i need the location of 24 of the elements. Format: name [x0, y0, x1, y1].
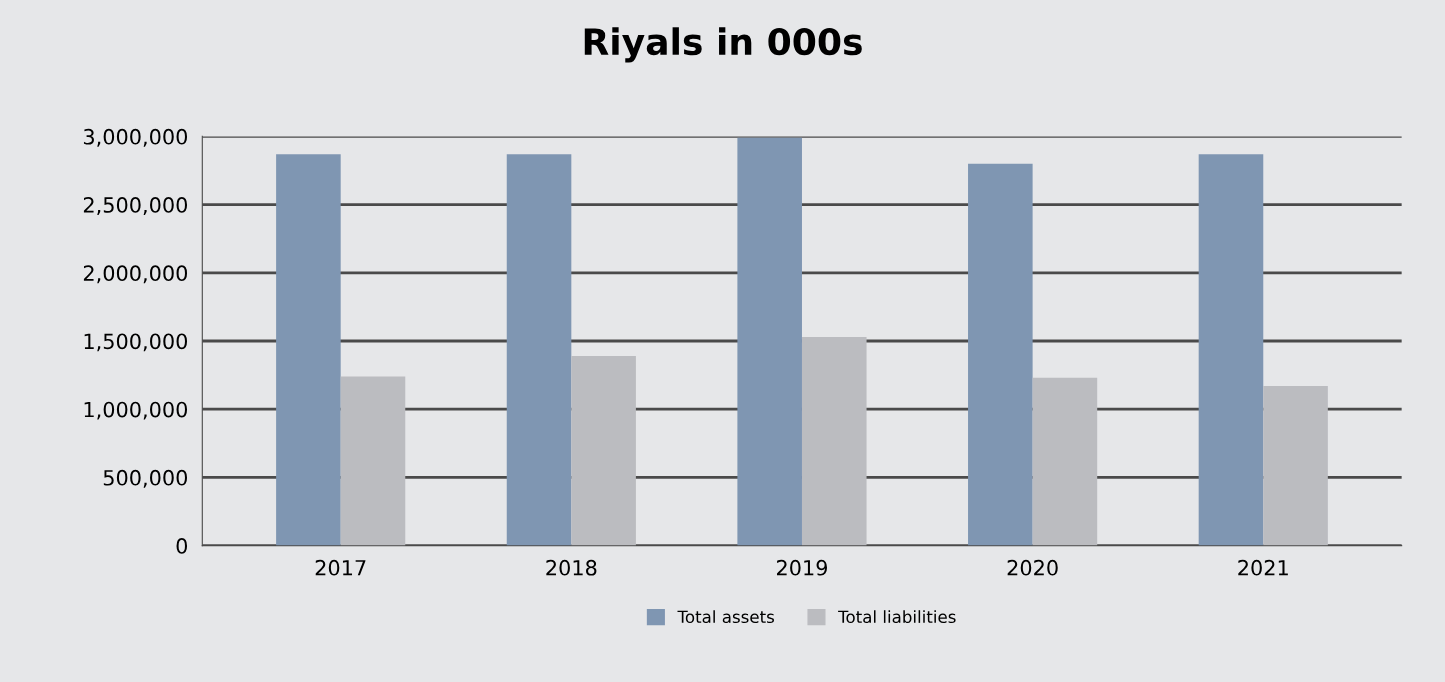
y-tick-label: 2,000,000: [83, 265, 188, 284]
bar: [506, 154, 572, 546]
bar: [801, 336, 867, 546]
legend-label: Total liabilities: [838, 610, 956, 624]
bar: [1032, 377, 1098, 546]
x-tick-label: 2021: [1238, 559, 1288, 576]
y-tick-label: 2,500,000: [83, 197, 188, 215]
x-tick-label: 2020: [1007, 559, 1058, 576]
y-tick-label: 500,000: [103, 469, 188, 488]
x-tick-label: 2019: [776, 559, 828, 576]
bar: [571, 356, 636, 546]
y-tick-label: 1,500,000: [84, 333, 188, 352]
legend-label: Total assets: [677, 610, 774, 624]
bar: [1263, 386, 1328, 546]
bar: [968, 163, 1033, 546]
y-tick-label: 1,000,000: [84, 401, 188, 420]
bar: [276, 154, 341, 546]
y-tick-label: 0: [176, 538, 188, 554]
x-tick-label: 2017: [315, 559, 366, 576]
bar: [737, 137, 802, 546]
x-tick-label: 2018: [546, 559, 597, 576]
y-tick-label: 3,000,000: [83, 128, 188, 147]
chart-title: Riyals in 000s: [584, 27, 862, 63]
bar: [340, 376, 406, 546]
